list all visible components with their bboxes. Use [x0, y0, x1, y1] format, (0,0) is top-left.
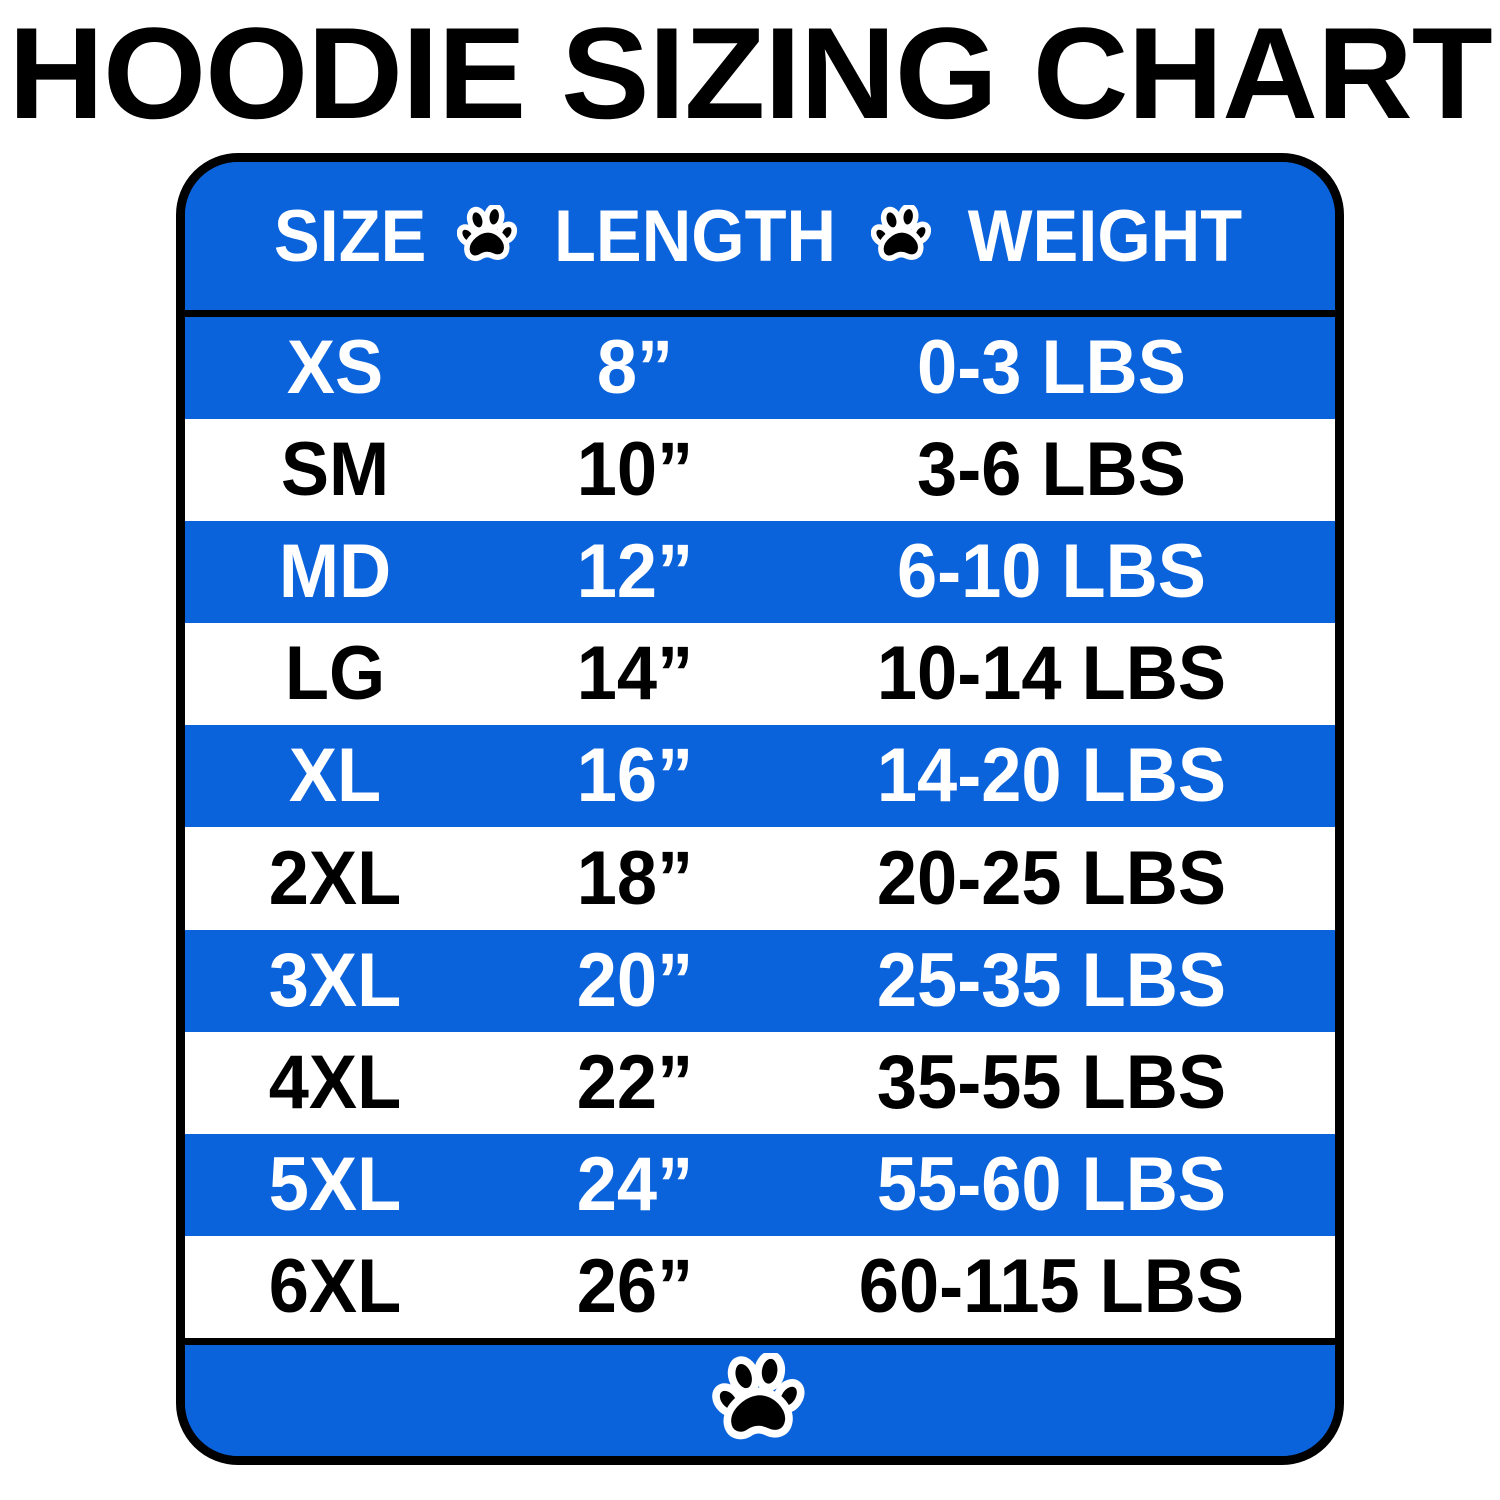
page-title: HOODIE SIZING CHART — [8, 0, 1492, 146]
cell-weight: 0-3 LBS — [917, 325, 1186, 411]
cell-length: 26” — [576, 1243, 694, 1329]
table-row: MD 12” 6-10 LBS — [185, 521, 1335, 624]
cell-length: 18” — [576, 835, 694, 921]
cell-size: LG — [284, 631, 386, 717]
cell-weight: 35-55 LBS — [876, 1039, 1227, 1125]
table-row: 3XL 20” 25-35 LBS — [185, 929, 1335, 1032]
cell-size: MD — [278, 529, 392, 615]
cell-weight: 25-35 LBS — [876, 937, 1227, 1023]
paw-print-icon — [712, 1350, 808, 1449]
cell-size: 4XL — [268, 1039, 402, 1125]
cell-length: 22” — [576, 1039, 694, 1125]
cell-length: 8” — [596, 325, 674, 411]
table-row: XL 16” 14-20 LBS — [185, 725, 1335, 828]
cell-length: 16” — [576, 733, 694, 819]
cell-weight: 20-25 LBS — [876, 835, 1227, 921]
cell-size: 6XL — [268, 1243, 402, 1329]
cell-weight: 10-14 LBS — [876, 631, 1227, 717]
table-row: 2XL 18” 20-25 LBS — [185, 827, 1335, 930]
sizing-chart-card: SIZE LENGTH — [176, 153, 1344, 1465]
table-row: 4XL 22” 35-55 LBS — [185, 1031, 1335, 1134]
cell-weight: 60-115 LBS — [858, 1243, 1245, 1329]
cell-length: 12” — [576, 529, 694, 615]
cell-length: 24” — [576, 1141, 694, 1227]
cell-weight: 6-10 LBS — [896, 529, 1206, 615]
table-row: SM 10” 3-6 LBS — [185, 419, 1335, 522]
table-row: LG 14” 10-14 LBS — [185, 623, 1335, 726]
cell-size: 3XL — [268, 937, 402, 1023]
paw-print-icon — [870, 203, 933, 267]
cell-size: SM — [280, 427, 390, 513]
column-header-length: LENGTH — [554, 195, 837, 277]
table-row: 5XL 24” 55-60 LBS — [185, 1133, 1335, 1236]
table-header-row: SIZE LENGTH — [185, 162, 1335, 317]
column-header-weight: WEIGHT — [967, 195, 1243, 277]
cell-length: 20” — [576, 937, 694, 1023]
cell-length: 10” — [576, 427, 694, 513]
cell-weight: 3-6 LBS — [917, 427, 1186, 513]
cell-length: 14” — [576, 631, 694, 717]
table-body: XS 8” 0-3 LBS SM 10” 3-6 LBS MD 12” 6-10 LBS LG 14… — [185, 317, 1335, 1338]
cell-weight: 14-20 LBS — [876, 733, 1227, 819]
table-row: XS 8” 0-3 LBS — [185, 317, 1335, 420]
cell-size: 5XL — [268, 1141, 402, 1227]
paw-print-icon — [456, 203, 519, 267]
cell-size: XL — [288, 733, 382, 819]
column-header-size: SIZE — [273, 195, 427, 277]
cell-size: 2XL — [268, 835, 402, 921]
card-footer — [185, 1338, 1335, 1456]
cell-size: XS — [286, 325, 384, 411]
cell-weight: 55-60 LBS — [876, 1141, 1227, 1227]
table-row: 6XL 26” 60-115 LBS — [185, 1235, 1335, 1338]
